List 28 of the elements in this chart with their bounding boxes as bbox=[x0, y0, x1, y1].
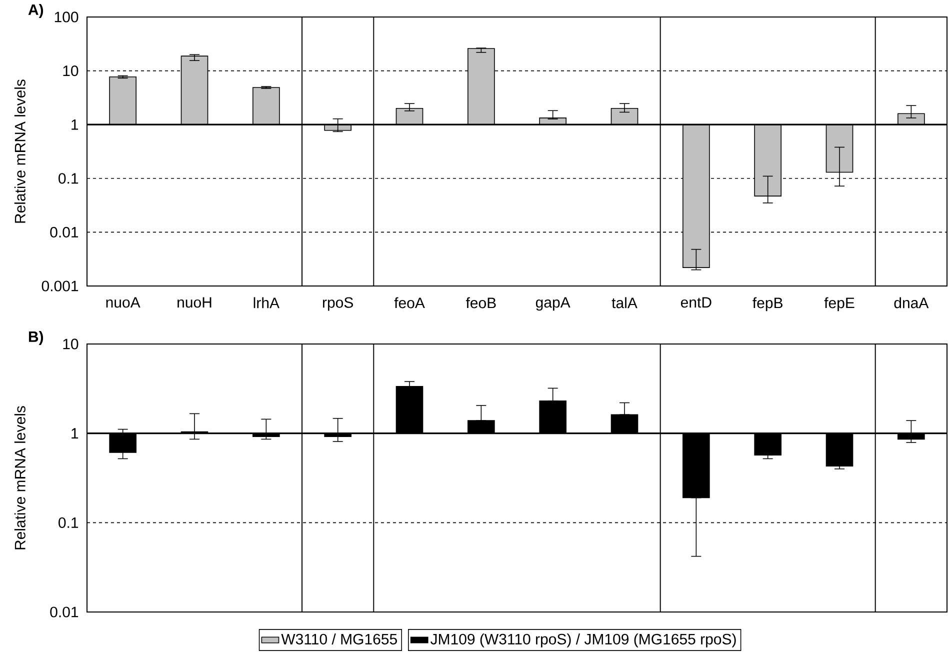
x-tick-label: fepE bbox=[824, 297, 854, 312]
x-tick-label: nuoA bbox=[106, 297, 140, 308]
x-tick-label: lrhA bbox=[254, 297, 280, 308]
x-tick-label: nuoH bbox=[178, 297, 212, 308]
y-tick-label: 0.01 bbox=[50, 606, 78, 618]
chart-title: B) bbox=[28, 331, 44, 345]
x-tick-label: dnaA bbox=[894, 297, 929, 308]
y-tick-label: 0.1 bbox=[58, 517, 78, 528]
y-tick-label: 0.001 bbox=[42, 280, 78, 292]
x-tick-label: feoA bbox=[394, 297, 425, 308]
x-tick-label: gapA bbox=[536, 297, 570, 311]
y-tick-label: 1 bbox=[72, 428, 78, 438]
x-tick-label: talA bbox=[612, 297, 638, 308]
y-tick-label: 0.1 bbox=[58, 173, 78, 184]
y-tick-label: 10 bbox=[63, 338, 78, 350]
y-tick-label: 100 bbox=[54, 12, 78, 22]
x-tick-label: fepB bbox=[752, 297, 782, 312]
x-tick-label: entD bbox=[680, 297, 712, 308]
x-tick-label: feoB bbox=[466, 297, 496, 308]
legend-label: W3110 / MG1655 bbox=[281, 633, 397, 644]
y-tick-label: 1 bbox=[72, 119, 78, 130]
x-tick-label: rpoS bbox=[322, 297, 353, 311]
y-tick-label: 10 bbox=[63, 65, 78, 76]
legend-label: JM109 (W3110 rpoS) / JM109 (MG1655 rpoS) bbox=[430, 633, 736, 648]
chart-title: A) bbox=[28, 4, 44, 18]
y-tick-label: 0.01 bbox=[50, 226, 78, 238]
y-axis-title: Relative mRNA levels bbox=[14, 80, 26, 223]
y-axis-title: Relative mRNA levels bbox=[14, 406, 26, 550]
